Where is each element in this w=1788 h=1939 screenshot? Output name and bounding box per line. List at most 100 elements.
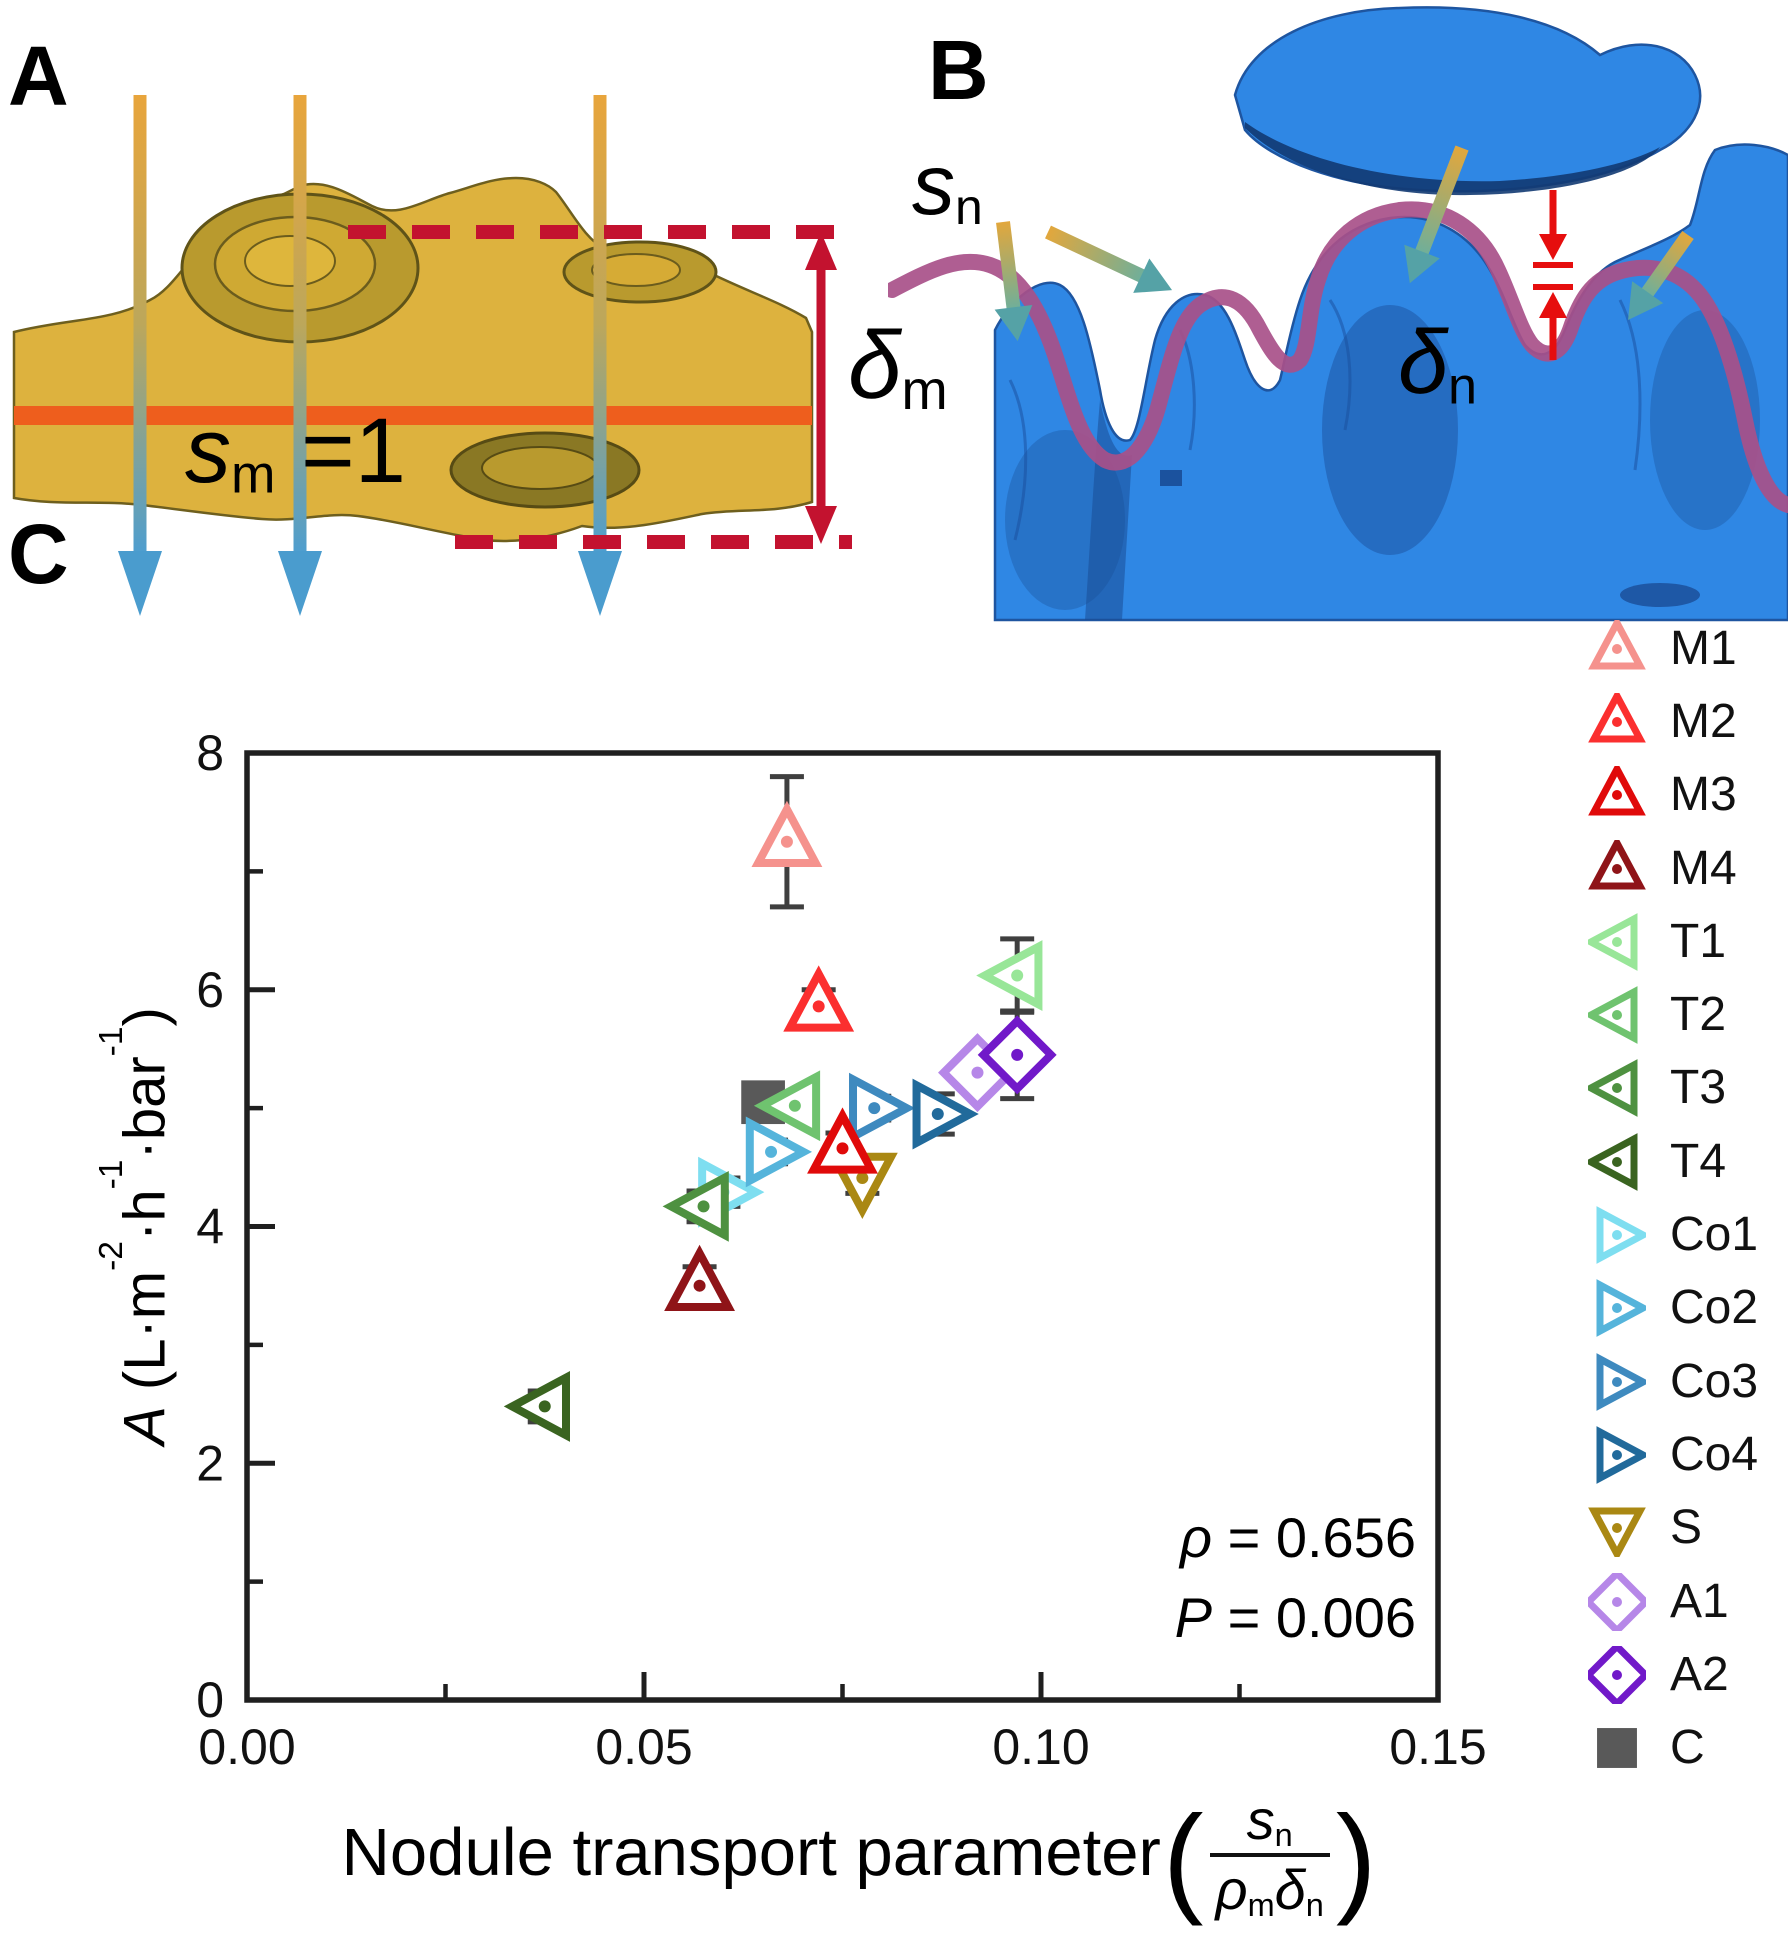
- marker-shape: [1597, 1728, 1637, 1769]
- panel-b-illustration: [888, 6, 1788, 622]
- marker-center-dot: [1612, 936, 1622, 947]
- legend-item-C: C: [1588, 1711, 1758, 1784]
- marker-center-dot: [1011, 1048, 1024, 1061]
- nodule-flux-arrow-head: [994, 305, 1033, 342]
- marker-center-dot: [1612, 863, 1622, 874]
- nodule-flux-arrow-head: [1628, 281, 1664, 320]
- marker-center-dot: [1612, 1230, 1622, 1241]
- marker-T2: [753, 1070, 821, 1142]
- legend-item-M3: M3: [1588, 759, 1758, 832]
- legend-label-A1: A1: [1670, 1574, 1729, 1628]
- active-layer-line: [14, 406, 812, 425]
- x-tick-label: 0.05: [595, 1719, 692, 1775]
- y-tick-label: 4: [196, 1199, 224, 1255]
- legend-label-T2: T2: [1670, 988, 1727, 1042]
- marker-center-dot: [1612, 790, 1622, 801]
- legend-marker-T4: [1588, 1132, 1638, 1191]
- x-axis-label-fraction: sn ρmδn: [1209, 1789, 1330, 1923]
- marker-center-dot: [971, 1066, 984, 1079]
- marker-center-dot: [931, 1108, 944, 1121]
- membrane-thickness-arrow-head-bottom: [805, 506, 837, 544]
- nodule-saturation-label: sn: [912, 137, 983, 235]
- legend-marker-M4: [1588, 839, 1646, 890]
- x-axis-label-paren-open: (: [1162, 1789, 1204, 1926]
- marker-T4: [503, 1371, 570, 1442]
- legend-label-T3: T3: [1670, 1061, 1727, 1115]
- nodule-flux-arrow-shaft: [1640, 230, 1694, 298]
- panel-a-illustration: [12, 95, 852, 616]
- marker-center-dot: [1612, 1010, 1622, 1021]
- nodule-thickness-label: δn: [1398, 313, 1478, 416]
- legend-item-Co3: Co3: [1588, 1345, 1758, 1418]
- legend-item-Co4: Co4: [1588, 1418, 1758, 1491]
- nodule-thickness-marker: [1533, 190, 1573, 360]
- legend-item-M4: M4: [1588, 832, 1758, 905]
- legend-marker-Co3: [1596, 1352, 1646, 1411]
- legend-label-M1: M1: [1670, 621, 1737, 675]
- water-flux-arrow-head: [578, 551, 622, 616]
- legend-item-T4: T4: [1588, 1125, 1758, 1198]
- y-tick-label: 0: [196, 1672, 224, 1728]
- legend-label-Co1: Co1: [1670, 1208, 1759, 1262]
- nodule-flux-arrow-head: [1133, 258, 1173, 293]
- marker-center-dot: [1612, 1596, 1622, 1607]
- legend-marker-Co2: [1596, 1279, 1646, 1338]
- legend-item-A2: A2: [1588, 1638, 1758, 1711]
- legend-marker-A2: [1588, 1645, 1646, 1704]
- nodule-flux-arrow-shaft: [996, 221, 1021, 311]
- x-axis-label-paren-close: ): [1335, 1789, 1377, 1926]
- marker-center-dot: [1612, 1449, 1622, 1460]
- marker-center-dot: [780, 835, 793, 848]
- marker-center-dot: [836, 1142, 849, 1155]
- fraction-denominator: ρmδn: [1209, 1853, 1330, 1923]
- x-tick-label: 0.00: [198, 1719, 295, 1775]
- legend-item-Co2: Co2: [1588, 1272, 1758, 1345]
- legend-item-A1: A1: [1588, 1565, 1758, 1638]
- marker-Co2: [745, 1116, 813, 1188]
- nodule-structure: [993, 143, 1788, 622]
- legend-item-S: S: [1588, 1492, 1758, 1565]
- marker-Co3: [849, 1072, 916, 1144]
- marker-center-dot: [788, 1099, 801, 1112]
- water-flux-arrow-head: [118, 551, 162, 616]
- legend-marker-T1: [1588, 912, 1638, 971]
- membrane-texture-right-ridge: [562, 240, 718, 304]
- marker-center-dot: [1612, 1083, 1622, 1094]
- legend-marker-Co4: [1596, 1426, 1646, 1484]
- nodule-flux-arrow-shaft: [1045, 225, 1147, 283]
- marker-center-dot: [1612, 1156, 1622, 1167]
- membrane-thickness-annotation: [348, 225, 852, 549]
- legend-item-T3: T3: [1588, 1052, 1758, 1125]
- membrane-saturation-label: sm =1: [185, 400, 406, 505]
- panel-c-chart: 0.00 0.05 0.10 0.15 0 2 4 6 8: [196, 725, 1486, 1775]
- legend-label-M2: M2: [1670, 694, 1737, 748]
- legend-marker-S: [1588, 1507, 1646, 1558]
- legend-marker-T2: [1588, 986, 1638, 1044]
- nodule-top-blob-shade: [1245, 122, 1660, 196]
- marker-center-dot: [812, 1000, 825, 1013]
- marker-M4: [664, 1244, 736, 1311]
- y-tick-label: 6: [196, 962, 224, 1018]
- marker-center-dot: [765, 1145, 778, 1158]
- nodule-flux-arrows: [994, 145, 1694, 342]
- y-axis-label: A (L·m-2·h-1·bar-1): [93, 1007, 178, 1445]
- marker-center-dot: [856, 1171, 869, 1184]
- legend-label-A2: A2: [1670, 1647, 1729, 1701]
- y-tick-label: 8: [196, 725, 224, 781]
- legend-label-T4: T4: [1670, 1134, 1727, 1188]
- marker-M2: [783, 965, 855, 1032]
- legend-marker-M3: [1588, 766, 1646, 816]
- marker-center-dot: [1612, 1523, 1622, 1534]
- x-axis-label-text: Nodule transport parameter: [341, 1815, 1161, 1891]
- water-flux-arrow-shaft: [133, 95, 147, 553]
- x-tick-label: 0.10: [992, 1719, 1089, 1775]
- marker-M1: [751, 800, 823, 868]
- panel-a-label: A: [8, 29, 69, 123]
- marker-center-dot: [1612, 1376, 1622, 1387]
- legend-marker-M2: [1588, 692, 1646, 743]
- marker-T1: [976, 940, 1043, 1011]
- legend-label-T1: T1: [1670, 914, 1727, 968]
- chart-legend: M1 M2 M3 M4 T1 T2 T3 T4 Co1 Co2 Co3 Co4 S A1 A2 C: [1588, 612, 1758, 1785]
- membrane-thickness-arrow-head-top: [805, 232, 837, 270]
